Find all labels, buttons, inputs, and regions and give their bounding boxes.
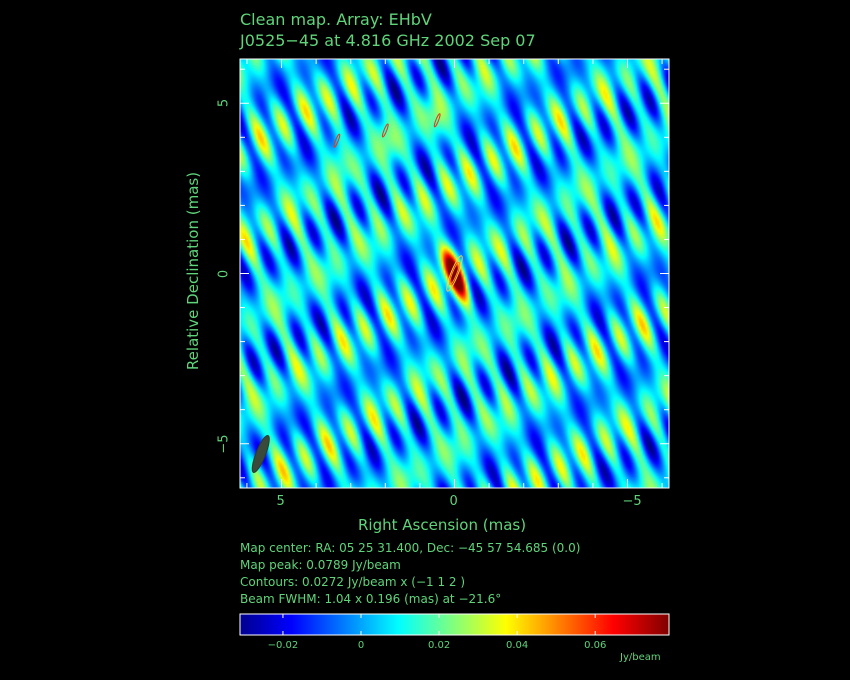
colorbar-tick-label: 0.06	[584, 640, 607, 651]
peak-contour-outer	[446, 255, 463, 292]
x-tick-label: 5	[276, 494, 285, 509]
heatmap-image	[240, 59, 669, 488]
colorbar-tick-label: 0	[357, 640, 365, 651]
secondary-contour-1	[381, 123, 389, 138]
secondary-contour-2	[433, 113, 441, 128]
colorbar-tick-label: 0.04	[506, 640, 529, 651]
map-title: Clean map. Array: EHbV	[240, 10, 432, 29]
beam-fwhm-text: Beam FWHM: 1.04 x 0.196 (mas) at −21.6°	[240, 592, 502, 606]
map-subtitle: J0525−45 at 4.816 GHz 2002 Sep 07	[240, 31, 536, 50]
colorbar-frame	[239, 613, 670, 636]
colorbar	[240, 614, 669, 635]
y-axis-label: Relative Declination (mas)	[184, 171, 202, 371]
y-tick-label: 0	[216, 269, 232, 278]
x-axis-label: Right Ascension (mas)	[358, 516, 527, 534]
y-tick-label: −5	[216, 434, 232, 454]
x-tick-label: −5	[622, 494, 642, 509]
secondary-contour-0	[333, 133, 341, 148]
y-tick-label: 5	[216, 99, 232, 108]
axis-ticks	[240, 59, 669, 488]
colorbar-tick-label: −0.02	[267, 640, 299, 651]
colorbar-ticks	[282, 614, 596, 635]
map-peak-text: Map peak: 0.0789 Jy/beam	[240, 558, 401, 572]
peak-contour-inner	[449, 261, 460, 286]
contours-text: Contours: 0.0272 Jy/beam x (−1 1 2 )	[240, 575, 466, 589]
x-tick-label: 0	[449, 494, 458, 509]
map-overlays	[251, 113, 463, 473]
colorbar-unit: Jy/beam	[620, 652, 661, 663]
colorbar-tick-label: 0.02	[427, 640, 451, 651]
beam-ellipse	[251, 434, 270, 473]
map-center-text: Map center: RA: 05 25 31.400, Dec: −45 5…	[240, 541, 581, 555]
